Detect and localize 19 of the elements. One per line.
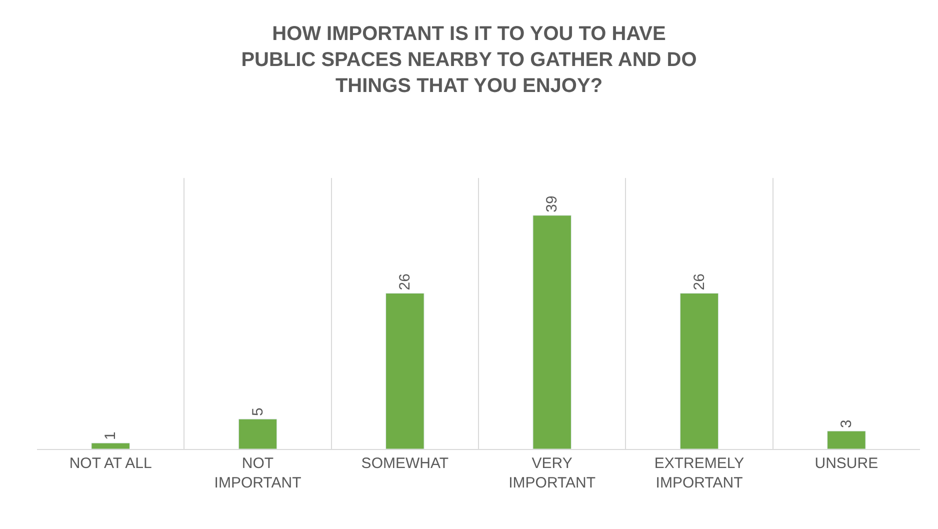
x-tick-label: UNSURE bbox=[814, 455, 878, 472]
data-label: 26 bbox=[690, 274, 708, 290]
x-tick-label: VERY IMPORTANT bbox=[508, 455, 596, 492]
data-label: 3 bbox=[838, 420, 855, 428]
x-tick-label: SOMEWHAT bbox=[361, 455, 449, 472]
x-tick-label: NOT AT ALL bbox=[69, 455, 152, 472]
bar bbox=[827, 430, 866, 449]
bar bbox=[680, 293, 719, 449]
data-label: 39 bbox=[544, 196, 561, 212]
bar bbox=[91, 442, 130, 449]
data-label: 1 bbox=[102, 432, 120, 440]
chart-title: HOW IMPORTANT IS IT TO YOU TO HAVE PUBLIC SPACES NEARBY TO GATHER AND DO THINGS THAT YOU ENJOY? bbox=[241, 23, 697, 97]
bar bbox=[238, 418, 278, 449]
bar bbox=[532, 215, 572, 449]
bar bbox=[386, 293, 424, 449]
data-label: 5 bbox=[249, 408, 266, 416]
x-tick-label: NOT IMPORTANT bbox=[214, 455, 302, 492]
x-tick-label: EXTREMELY IMPORTANT bbox=[654, 455, 744, 492]
data-label: 26 bbox=[396, 274, 414, 290]
